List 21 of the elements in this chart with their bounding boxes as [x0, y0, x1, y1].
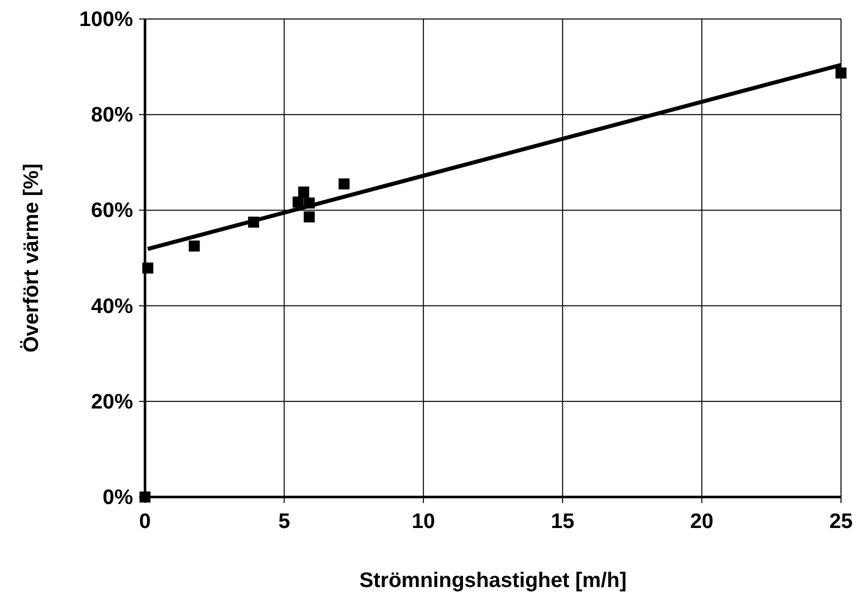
y-tick-label: 60% [90, 199, 134, 222]
x-tick-label: 25 [829, 510, 853, 533]
x-axis-title: Strömningshastighet [m/h] [359, 569, 627, 592]
point [338, 178, 350, 190]
point [836, 68, 846, 79]
point [140, 492, 150, 502]
y-axis-title: Överfört värme [%] [20, 163, 43, 353]
x-tick-label: 5 [278, 510, 290, 533]
point [142, 262, 154, 274]
point [188, 240, 200, 252]
point [304, 211, 315, 222]
x-tick-label: 0 [139, 510, 151, 533]
point [298, 186, 310, 198]
y-tick-label: 20% [90, 390, 134, 414]
x-tick-label: 10 [412, 510, 436, 533]
x-tick-label: 20 [690, 510, 714, 533]
x-tick-label: 15 [550, 510, 575, 533]
y-tick-label: 40% [90, 294, 134, 318]
y-tick-label: 80% [90, 104, 134, 127]
y-tick-label: 100% [79, 8, 134, 31]
y-tick-label: 0% [102, 486, 134, 509]
